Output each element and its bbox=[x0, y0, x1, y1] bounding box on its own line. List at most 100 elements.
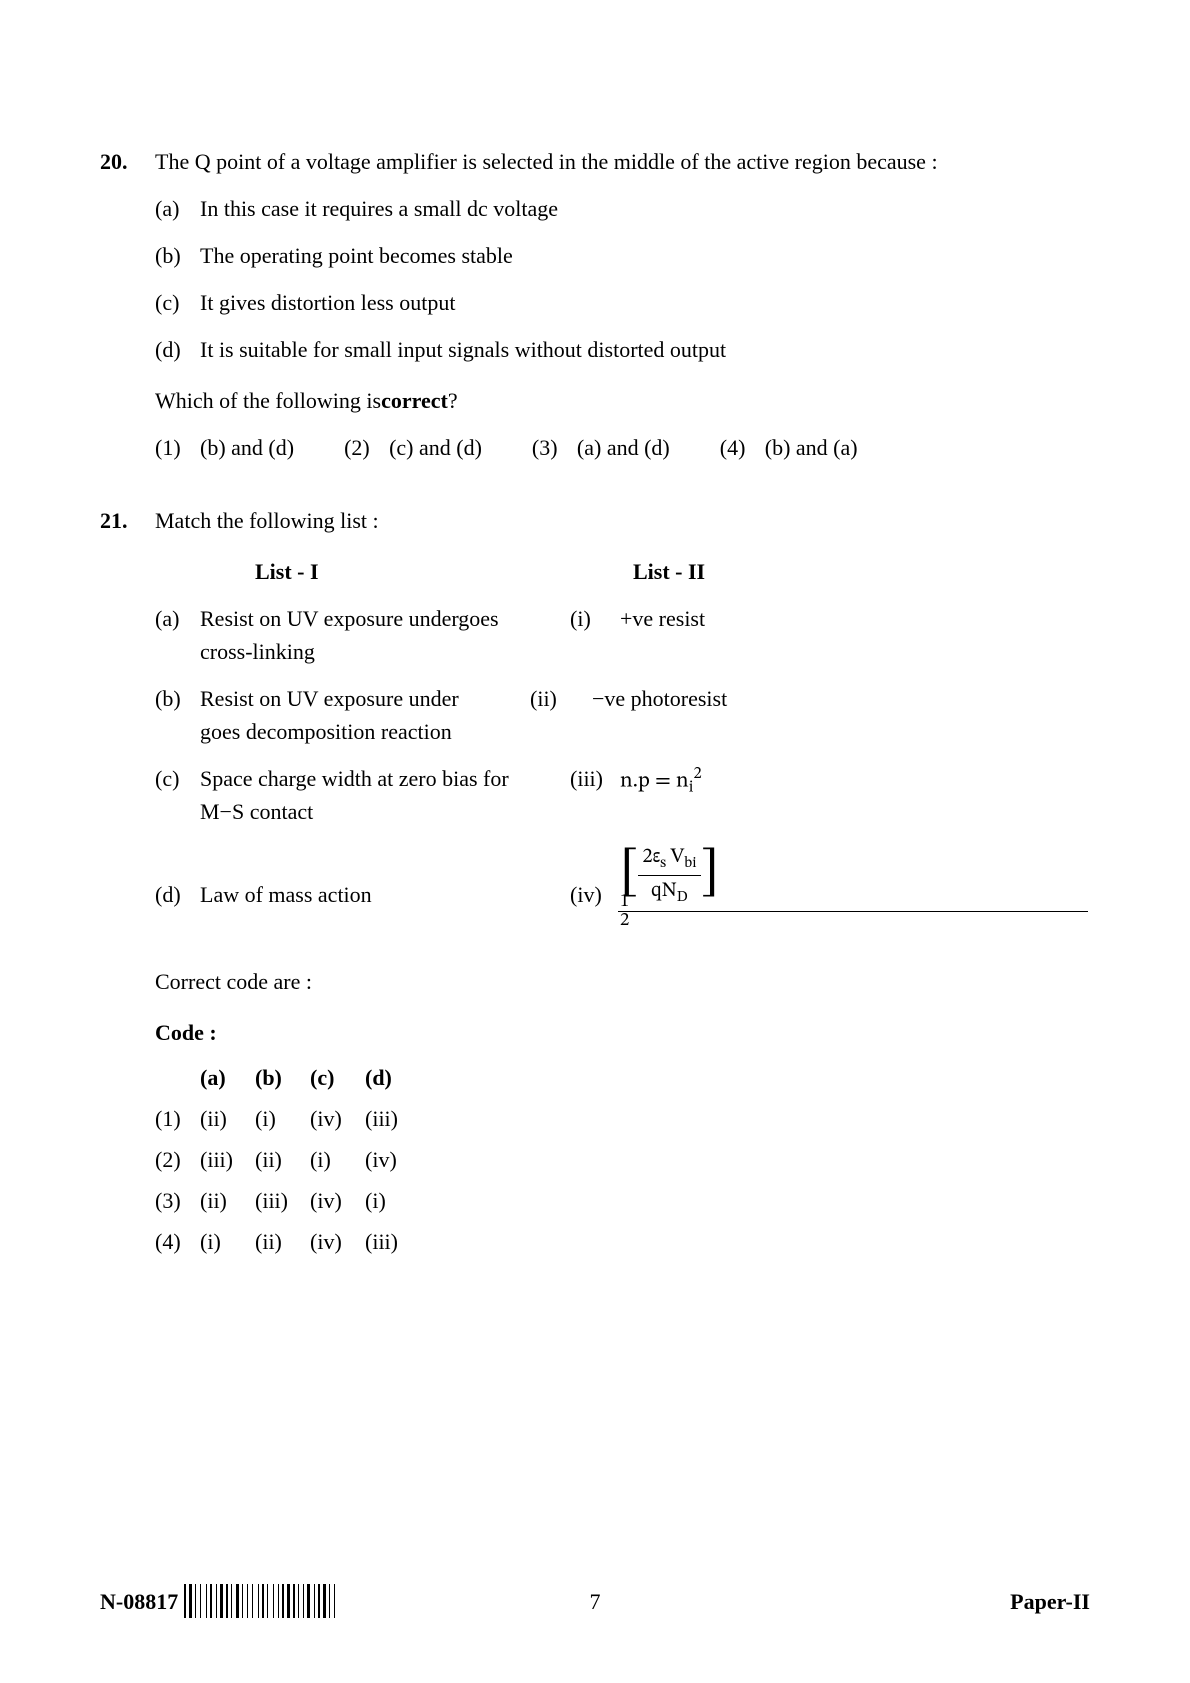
footer-left: N-08817 bbox=[100, 1584, 338, 1618]
list1-label: (a) bbox=[155, 602, 200, 635]
choice-label: (1) bbox=[155, 431, 200, 464]
list-2-heading: List - II bbox=[585, 555, 1090, 588]
list-1-column: List - I bbox=[155, 555, 585, 602]
code-row-label: (2) bbox=[155, 1139, 200, 1180]
code-header: (a) bbox=[200, 1057, 255, 1098]
code-row-1: (1) (ii) (i) (iv) (iii) bbox=[155, 1098, 420, 1139]
choice-text: (a) and (d) bbox=[577, 431, 670, 464]
choice-3: (3) (a) and (d) bbox=[532, 431, 670, 464]
choice-label: (4) bbox=[720, 431, 765, 464]
list1-label: (d) bbox=[155, 878, 200, 911]
option-text: In this case it requires a small dc volt… bbox=[200, 192, 1090, 225]
code-cell: (i) bbox=[310, 1139, 365, 1180]
question-stem: The Q point of a voltage amplifier is se… bbox=[155, 145, 1090, 178]
correct-prompt: Correct code are : bbox=[155, 965, 1090, 998]
code-cell: (iv) bbox=[310, 1098, 365, 1139]
list2-label: (iv) bbox=[570, 878, 620, 911]
code-cell: (iii) bbox=[200, 1139, 255, 1180]
exam-page: 20. The Q point of a voltage amplifier i… bbox=[0, 0, 1190, 1683]
prompt-prefix: Which of the following is bbox=[155, 384, 381, 417]
code-header: (d) bbox=[365, 1057, 420, 1098]
match-row-a: (a) Resist on UV exposure undergoes cros… bbox=[155, 602, 1090, 682]
code-cell: (ii) bbox=[255, 1221, 310, 1262]
option-label: (b) bbox=[155, 239, 200, 272]
list-2-column: List - II bbox=[585, 555, 1090, 602]
match-lists: List - I List - II bbox=[155, 555, 1090, 602]
choice-text: (c) and (d) bbox=[389, 431, 482, 464]
list2-formula: n.p = ni2 bbox=[620, 762, 1090, 800]
list2-formula: [2εs VbiqND]12 bbox=[620, 842, 1090, 947]
code-row-label: (3) bbox=[155, 1180, 200, 1221]
list1-label: (c) bbox=[155, 762, 200, 795]
choice-1: (1) (b) and (d) bbox=[155, 431, 294, 464]
code-cell: (iii) bbox=[365, 1221, 420, 1262]
list2-label: (i) bbox=[570, 602, 620, 635]
question-20: 20. The Q point of a voltage amplifier i… bbox=[100, 145, 1090, 464]
page-number: 7 bbox=[590, 1585, 601, 1618]
choice-label: (3) bbox=[532, 431, 577, 464]
option-label: (d) bbox=[155, 333, 200, 366]
code-label: Code : bbox=[155, 1016, 1090, 1049]
code-header-row: (a) (b) (c) (d) bbox=[155, 1057, 420, 1098]
exponent-half: 12 bbox=[618, 893, 1088, 931]
question-stem: Match the following list : bbox=[155, 504, 1090, 537]
list1-text: Resist on UV exposure under goes decompo… bbox=[200, 682, 530, 748]
code-cell: (ii) bbox=[200, 1098, 255, 1139]
match-row-b: (b) Resist on UV exposure under goes dec… bbox=[155, 682, 1090, 762]
option-text: The operating point becomes stable bbox=[200, 239, 1090, 272]
question-number: 20. bbox=[100, 145, 155, 464]
code-header: (c) bbox=[310, 1057, 365, 1098]
answer-choices: (1) (b) and (d) (2) (c) and (d) (3) (a) … bbox=[155, 431, 1090, 464]
prompt-bold: correct bbox=[381, 384, 448, 417]
code-row-label: (4) bbox=[155, 1221, 200, 1262]
code-cell: (iii) bbox=[255, 1180, 310, 1221]
fraction-numerator: 2εs Vbi bbox=[638, 842, 700, 876]
match-row-c: (c) Space charge width at zero bias for … bbox=[155, 762, 1090, 842]
list1-label: (b) bbox=[155, 682, 200, 715]
choice-text: (b) and (a) bbox=[765, 431, 858, 464]
list2-text: −ve photoresist bbox=[580, 682, 1090, 715]
choice-2: (2) (c) and (d) bbox=[344, 431, 482, 464]
code-cell: (i) bbox=[200, 1221, 255, 1262]
code-cell: (ii) bbox=[255, 1139, 310, 1180]
code-table: (a) (b) (c) (d) (1) (ii) (i) (iv) (iii) … bbox=[155, 1057, 420, 1262]
paper-label: Paper-II bbox=[1010, 1585, 1090, 1618]
question-body: Match the following list : List - I List… bbox=[155, 504, 1090, 1262]
code-row-4: (4) (i) (ii) (iv) (iii) bbox=[155, 1221, 420, 1262]
code-cell: (iv) bbox=[365, 1139, 420, 1180]
option-label: (a) bbox=[155, 192, 200, 225]
code-cell: (iii) bbox=[365, 1098, 420, 1139]
prompt-suffix: ? bbox=[448, 384, 458, 417]
choice-label: (2) bbox=[344, 431, 389, 464]
list1-text: Resist on UV exposure undergoes cross-li… bbox=[200, 602, 570, 668]
list1-text: Law of mass action bbox=[200, 878, 570, 911]
choice-4: (4) (b) and (a) bbox=[720, 431, 858, 464]
list2-text: +ve resist bbox=[620, 602, 1090, 635]
page-footer: N-08817 7 Paper-II bbox=[0, 1584, 1190, 1618]
option-label: (c) bbox=[155, 286, 200, 319]
option-text: It gives distortion less output bbox=[200, 286, 1090, 319]
option-text: It is suitable for small input signals w… bbox=[200, 333, 1090, 366]
formula-sup: 2 bbox=[693, 765, 701, 782]
list2-label: (ii) bbox=[530, 682, 580, 715]
code-row-3: (3) (ii) (iii) (iv) (i) bbox=[155, 1180, 420, 1221]
list1-text: Space charge width at zero bias for M−S … bbox=[200, 762, 570, 828]
question-prompt: Which of the following is correct ? bbox=[155, 384, 1090, 417]
barcode-icon bbox=[184, 1584, 338, 1618]
question-number: 21. bbox=[100, 504, 155, 1262]
code-row-2: (2) (iii) (ii) (i) (iv) bbox=[155, 1139, 420, 1180]
option-b: (b) The operating point becomes stable bbox=[155, 239, 1090, 272]
code-cell: (iv) bbox=[310, 1221, 365, 1262]
code-row-label: (1) bbox=[155, 1098, 200, 1139]
code-header: (b) bbox=[255, 1057, 310, 1098]
paper-code: N-08817 bbox=[100, 1585, 178, 1618]
list2-label: (iii) bbox=[570, 762, 620, 795]
option-d: (d) It is suitable for small input signa… bbox=[155, 333, 1090, 366]
question-body: The Q point of a voltage amplifier is se… bbox=[155, 145, 1090, 464]
formula-prefix: n.p = n bbox=[620, 770, 689, 792]
code-cell: (i) bbox=[255, 1098, 310, 1139]
option-a: (a) In this case it requires a small dc … bbox=[155, 192, 1090, 225]
match-row-d: (d) Law of mass action (iv) [2εs VbiqND]… bbox=[155, 842, 1090, 947]
choice-text: (b) and (d) bbox=[200, 431, 294, 464]
code-cell: (i) bbox=[365, 1180, 420, 1221]
